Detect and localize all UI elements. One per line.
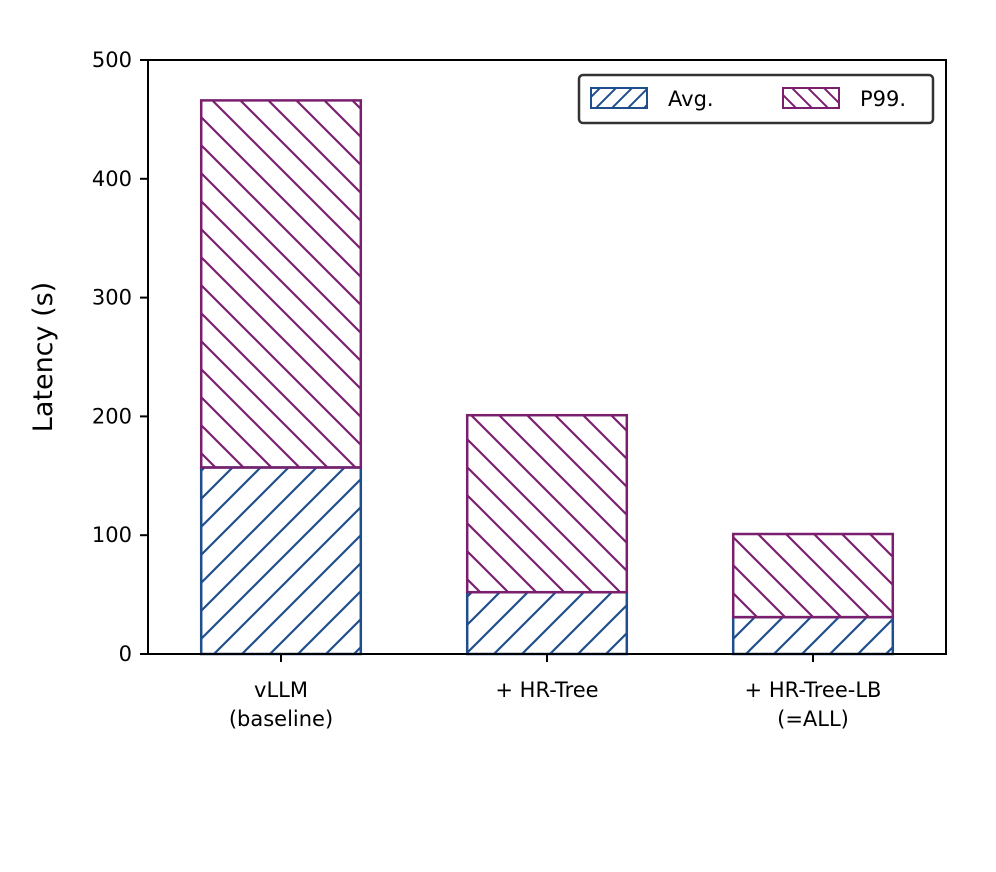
- bar-avg-1: [465, 590, 629, 656]
- bar-p99-0: [199, 99, 363, 469]
- y-tick-label-5: 500: [92, 48, 132, 72]
- y-axis-title: Latency (s): [28, 282, 59, 432]
- x-tick-label-0: vLLM (baseline): [229, 678, 333, 731]
- legend-label-avg: Avg.: [668, 87, 714, 111]
- bar-avg-0: [199, 466, 363, 656]
- bar-p99-2: [731, 532, 895, 619]
- legend-swatch-avg: [590, 87, 648, 109]
- y-tick-label-1: 100: [92, 523, 132, 547]
- y-tick-label-3: 300: [92, 286, 132, 310]
- bars-layer: [199, 99, 895, 656]
- x-tick-label-1: + HR-Tree: [495, 678, 598, 702]
- x-tick-label-2: + HR-Tree-LB (=ALL): [745, 678, 882, 731]
- x-axis: vLLM (baseline) + HR-Tree + HR-Tree-LB (=ALL…: [229, 654, 882, 731]
- legend: Avg. P99.: [577, 73, 935, 125]
- legend-label-p99: P99.: [860, 87, 906, 111]
- legend-frame: [577, 73, 935, 125]
- bar-avg-2: [731, 615, 895, 656]
- legend-swatch-p99: [782, 87, 840, 109]
- y-tick-label-0: 0: [119, 642, 132, 666]
- y-tick-label-2: 200: [92, 404, 132, 428]
- bar-p99-1: [465, 413, 629, 594]
- y-axis: 0 100 200 300 400 500: [92, 48, 148, 666]
- y-tick-label-4: 400: [92, 167, 132, 191]
